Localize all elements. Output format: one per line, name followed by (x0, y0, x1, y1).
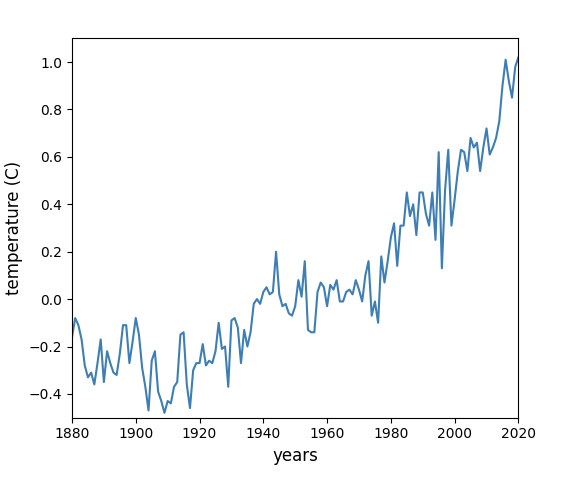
X-axis label: years: years (272, 447, 318, 465)
Y-axis label: temperature (C): temperature (C) (5, 161, 23, 295)
